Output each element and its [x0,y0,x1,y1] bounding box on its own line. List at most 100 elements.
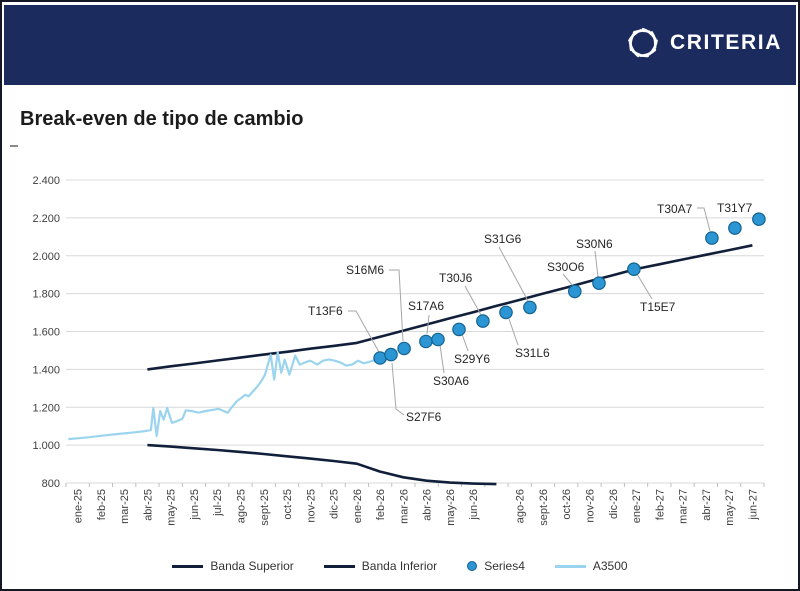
x-tick-label-ago-25: ago-25 [236,489,248,523]
x-tick-label-sept-26: sept-26 [538,489,550,526]
data-point-s30n6 [592,276,606,290]
legend-item-banda-inferior: Banda Inferior [323,559,438,573]
x-tick-label-jun-26: jun-26 [468,489,480,521]
label-leader-t13f6 [348,310,380,353]
data-point-label-t30a7: T30A7 [657,202,693,216]
brand-name: CRITERIA [670,31,782,54]
series4-dot-swatch [467,561,478,571]
data-point-label-s31g6: S31G6 [484,232,522,246]
data-point-s17a6 [419,334,433,349]
x-tick-label-ene-25: ene-25 [73,489,85,523]
y-tick-label-1800: 1.800 [32,289,60,301]
label-leader-s31g6 [498,246,529,302]
a3500-line-swatch [554,564,586,568]
data-point-t30a7 [705,231,719,245]
legend-label-banda-superior: Banda Superior [210,559,294,573]
y-tick-label-2200: 2.200 [32,213,60,225]
data-point-label-s17a6: S17A6 [408,299,444,313]
label-leader-t30j6 [464,285,482,316]
data-point-s16m6 [397,341,411,356]
data-point-label-s30n6: S30N6 [576,237,613,251]
legend-item-a3500: A3500 [554,559,628,573]
y-tick-label-1200: 1.200 [32,402,60,414]
data-point-label-s31l6: S31L6 [515,346,550,360]
legend-label-series4: Series4 [484,559,525,573]
x-tick-label-feb-25: feb-25 [96,489,108,520]
data-point-label-t31y7: T31Y7 [717,201,753,215]
x-tick-label-dic-26: dic-26 [608,489,620,519]
data-point-label-s27f6: S27F6 [406,410,442,424]
y-tick-label-1400: 1.400 [32,364,60,376]
swirl-aperture-icon [628,27,658,58]
x-tick-label-mar-27: mar-27 [678,489,690,524]
banda-superior-line-swatch [172,564,204,568]
x-tick-label-feb-27: feb-27 [654,489,666,520]
data-point-t15e7 [627,262,641,276]
data-point-unlabeled [728,221,742,235]
data-point-label-s30o6: S30O6 [547,260,585,274]
x-tick-label-jun-25: jun-25 [189,489,201,521]
x-tick-label-may-25: may-25 [166,489,178,526]
data-point-label-s16m6: S16M6 [346,263,384,277]
data-point-t31y7 [752,212,766,226]
legend-label-banda-inferior: Banda Inferior [361,559,438,573]
label-leader-t15e7 [636,273,653,300]
label-leader-s27f6 [391,362,405,416]
x-tick-label-jun-27: jun-27 [747,489,759,521]
swirl-segments [628,27,658,58]
x-tick-label-abr-26: abr-26 [422,489,434,521]
x-tick-label-jul-25: jul-25 [212,489,224,517]
series-banda-inferior [147,443,497,486]
brand-logo: CRITERIA [625,25,782,61]
label-leader-s29y6 [461,333,469,352]
y-tick-label-800: 800 [42,478,60,490]
header-bar: CRITERIA [4,5,796,85]
data-point-label-t13f6: T13F6 [308,304,343,318]
label-leader-s30n6 [594,250,599,278]
legend-label-a3500: A3500 [592,559,628,573]
x-tick-label-nov-26: nov-26 [585,489,597,523]
legend-item-series4: Series4 [467,559,525,573]
data-point-label-s30a6: S30A6 [433,374,469,388]
x-tick-label-oct-26: oct-26 [561,489,573,520]
x-tick-label-sept-25: sept-25 [259,489,271,526]
label-leader-s31l6 [508,318,519,346]
y-tick-label-2400: 2.400 [32,175,60,187]
title-bullet-dash [10,145,18,147]
label-leader-s17a6 [426,314,430,335]
x-tick-label-nov-25: nov-25 [305,489,317,523]
data-point-s31l6 [499,305,513,320]
data-point-label-t30j6: T30J6 [439,271,473,285]
series-banda-superior [147,244,753,371]
y-tick-label-2000: 2.000 [32,251,60,263]
x-tick-label-may-27: may-27 [724,489,736,526]
data-point-s27f6 [384,347,398,362]
x-tick-label-mar-25: mar-25 [119,489,131,524]
x-tick-label-abr-25: abr-25 [142,489,154,521]
chart-legend: Banda Superior Banda Inferior Series4 A3… [2,559,798,573]
series-a3500 [68,351,377,441]
legend-item-banda-superior: Banda Superior [172,559,294,573]
data-point-t30j6 [476,314,490,328]
data-point-s30a6 [431,332,445,347]
label-leader-s30a6 [439,344,445,374]
x-tick-label-mar-26: mar-26 [398,489,410,524]
data-point-s29y6 [452,322,466,337]
x-tick-label-dic-25: dic-25 [329,489,341,519]
label-leader-s30o6 [562,273,574,287]
x-tick-label-abr-27: abr-27 [701,489,713,521]
label-leader-t30a7 [697,207,711,232]
data-point-s30o6 [567,284,582,299]
x-tick-label-feb-26: feb-26 [375,489,387,520]
y-tick-label-1600: 1.600 [32,327,60,339]
x-tick-label-ene-26: ene-26 [352,489,364,523]
x-tick-label-ago-26: ago-26 [515,489,527,523]
x-tick-label-oct-25: oct-25 [282,489,294,520]
x-tick-label-may-26: may-26 [445,489,457,526]
banda-inferior-line-swatch [323,564,355,568]
data-point-label-t15e7: T15E7 [640,300,676,314]
label-leader-s16m6 [389,269,404,342]
data-point-label-s29y6: S29Y6 [454,352,490,366]
